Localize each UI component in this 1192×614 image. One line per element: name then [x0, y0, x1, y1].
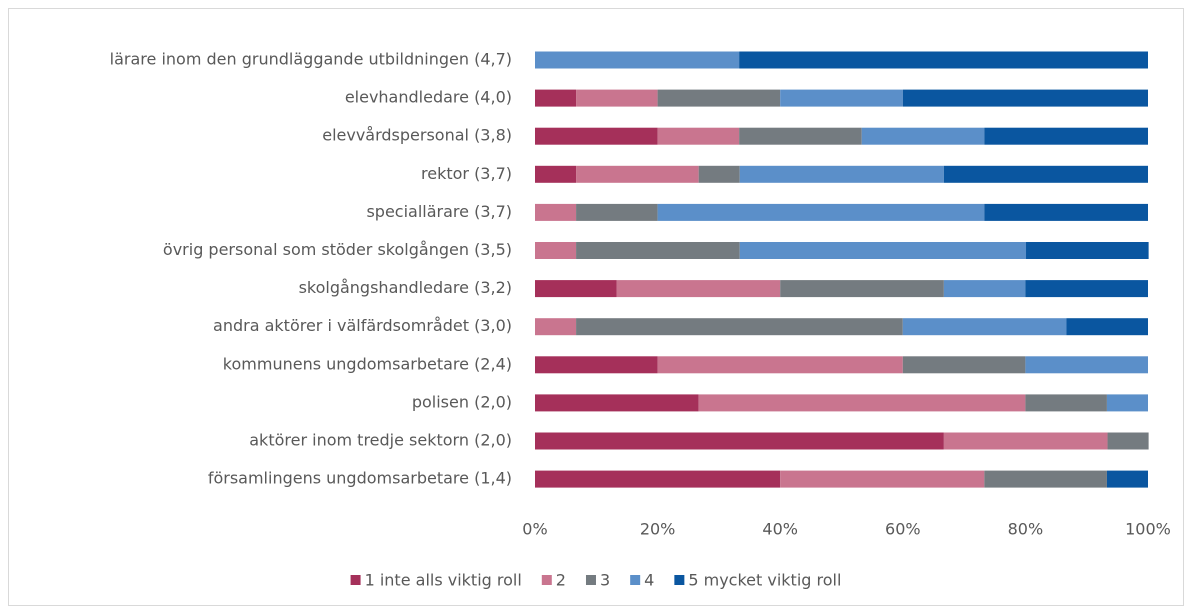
bar-segment	[739, 242, 1027, 259]
x-tick-label: 20%	[640, 520, 676, 539]
y-tick-label: speciallärare (3,7)	[366, 202, 512, 221]
bar-segment	[902, 89, 1148, 107]
bar-segment	[1026, 242, 1149, 259]
bar-segment	[902, 318, 1067, 336]
bar-segment	[657, 356, 903, 374]
bar-segment	[616, 280, 781, 298]
bar-segment	[535, 280, 617, 298]
bar-segment	[535, 242, 577, 259]
bar-segment	[780, 280, 944, 298]
bar-segment	[576, 165, 699, 183]
bar-segment	[576, 318, 903, 336]
bar-segment	[739, 127, 862, 145]
bar-segment	[943, 165, 1148, 183]
legend-label: 1 inte alls viktig roll	[365, 571, 522, 590]
x-tick-label: 80%	[1008, 520, 1044, 539]
legend-label: 2	[556, 571, 566, 590]
bar-segment	[698, 165, 740, 183]
y-tick-label: kommunens ungdomsarbetare (2,4)	[223, 354, 512, 373]
y-tick-label: lärare inom den grundläggande utbildning…	[110, 50, 512, 69]
legend-label: 3	[600, 571, 610, 590]
bar-segment	[535, 165, 577, 183]
bar-segment	[535, 203, 577, 221]
legend-swatch	[630, 575, 641, 585]
x-tick-label: 0%	[522, 520, 547, 539]
bar-segment	[657, 89, 781, 107]
legend-swatch	[674, 575, 685, 585]
bar-segment	[739, 51, 1148, 69]
y-tick-label: församlingens ungdomsarbetare (1,4)	[208, 469, 512, 488]
bar-segment	[1106, 470, 1148, 488]
x-tick-label: 60%	[885, 520, 921, 539]
y-tick-label: elevhandledare (4,0)	[345, 88, 512, 107]
bar-segment	[535, 89, 577, 107]
bar-segment	[861, 127, 985, 145]
bar-segment	[943, 432, 1108, 450]
y-tick-label: övrig personal som stöder skolgången (3,…	[163, 240, 512, 259]
x-tick-label: 100%	[1125, 520, 1171, 539]
y-tick-label: andra aktörer i välfärdsområdet (3,0)	[213, 316, 512, 335]
legend-label: 5 mycket viktig roll	[688, 571, 841, 590]
bar-segment	[1025, 394, 1107, 412]
legend-label: 4	[644, 571, 654, 590]
bar-segment	[535, 356, 658, 374]
y-tick-label: polisen (2,0)	[412, 392, 512, 411]
y-tick-label: elevvårdspersonal (3,8)	[322, 126, 512, 145]
bar-segment	[535, 432, 944, 450]
bar-segment	[535, 394, 699, 412]
bar-segment	[657, 203, 985, 221]
bar-segment	[576, 89, 658, 107]
y-tick-label: rektor (3,7)	[421, 164, 512, 183]
bar-segment	[984, 203, 1148, 221]
bar-segment	[1066, 318, 1148, 336]
bar-segment	[535, 318, 577, 336]
bar-segment	[535, 51, 740, 69]
legend-swatch	[585, 575, 596, 585]
bar-segment	[780, 89, 903, 107]
bar-segment	[739, 165, 944, 183]
bar-segment	[780, 470, 985, 488]
bar-segment	[1107, 432, 1149, 450]
bar-segment	[535, 127, 658, 145]
bar-segment	[943, 280, 1026, 298]
legend-swatch	[541, 575, 552, 585]
x-tick-label: 40%	[762, 520, 798, 539]
bar-segment	[1025, 280, 1148, 298]
y-tick-label: skolgångshandledare (3,2)	[299, 278, 512, 297]
bar-segment	[535, 470, 781, 488]
bar-segment	[1025, 356, 1148, 374]
y-tick-label: aktörer inom tredje sektorn (2,0)	[249, 431, 512, 450]
bar-segment	[657, 127, 740, 145]
bar-segment	[576, 203, 658, 221]
bar-segment	[1106, 394, 1148, 412]
bar-segment	[698, 394, 1026, 412]
legend-swatch	[350, 575, 361, 585]
bar-segment	[576, 242, 740, 259]
bar-segment	[984, 127, 1148, 145]
bar-segment	[984, 470, 1107, 488]
chart-frame	[8, 8, 1184, 606]
bar-segment	[902, 356, 1026, 374]
